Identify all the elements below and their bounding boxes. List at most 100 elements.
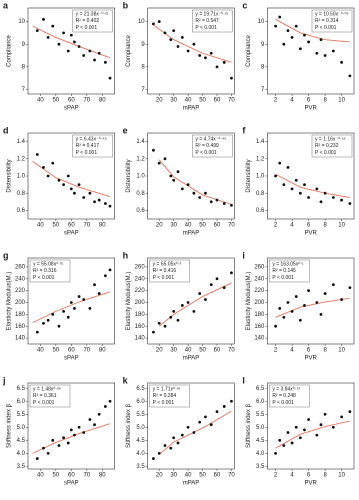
x-tick-label: 40	[37, 473, 44, 479]
x-axis-label: mPAP	[183, 356, 200, 362]
data-point	[73, 40, 76, 44]
fit-curve	[275, 18, 350, 43]
fit-curve	[32, 161, 111, 198]
data-point	[82, 196, 86, 199]
data-point	[230, 271, 233, 275]
data-point	[57, 42, 61, 46]
data-point	[82, 431, 86, 434]
x-tick-label: 30	[170, 98, 177, 104]
data-point	[192, 191, 196, 195]
x-tick-label: 60	[68, 348, 75, 354]
data-point	[180, 36, 184, 39]
data-point	[204, 56, 207, 60]
data-point	[286, 166, 290, 169]
x-tick-label: 50	[53, 348, 60, 354]
y-tick-label: 5.0	[17, 425, 26, 431]
annotation-box	[29, 259, 71, 283]
data-point	[57, 178, 61, 182]
data-point	[331, 283, 335, 287]
data-point	[222, 202, 226, 205]
annotation-text: y = 1.48x⁰·²⁸	[33, 386, 61, 392]
x-tick-label: 8	[323, 223, 327, 229]
data-point	[303, 428, 306, 432]
fit-curve	[151, 23, 232, 63]
y-tick-label: 0.8	[136, 191, 145, 197]
x-tick-label: 40	[37, 348, 44, 354]
data-point	[73, 307, 76, 310]
panel-label: k	[123, 375, 129, 385]
annotation-text: P < 0.001	[272, 275, 294, 281]
y-tick-label: 180	[135, 312, 146, 318]
x-tick-label: 6	[307, 473, 311, 479]
data-point	[323, 412, 327, 416]
data-point	[230, 203, 233, 207]
x-tick-label: 70	[228, 98, 235, 104]
panel-label: g	[3, 250, 9, 260]
annotation-box	[269, 259, 310, 283]
x-tick-label: 50	[53, 98, 60, 104]
data-point	[303, 304, 306, 307]
x-axis-label: mPAP	[183, 231, 200, 237]
data-point	[278, 307, 282, 310]
annotation-text: R² = 0.316	[33, 268, 57, 274]
data-point	[230, 76, 233, 80]
y-tick-label: 4.5	[256, 438, 265, 444]
data-point	[163, 157, 167, 161]
y-tick-label: 9	[141, 42, 145, 48]
panel-label: j	[2, 375, 6, 385]
x-tick-label: 6	[307, 98, 311, 104]
y-tick-label: 0.8	[256, 191, 265, 197]
data-point	[62, 183, 65, 187]
x-tick-label: 60	[68, 473, 75, 479]
x-tick-label: 40	[37, 223, 44, 229]
annotation-box	[269, 384, 310, 408]
data-point	[282, 183, 286, 187]
data-point	[186, 425, 190, 429]
data-point	[51, 161, 55, 165]
data-point	[209, 200, 213, 204]
y-tick-label: 140	[15, 336, 26, 342]
data-point	[340, 198, 344, 202]
annotation-box	[311, 9, 353, 33]
y-tick-label: 4.5	[17, 438, 26, 444]
data-point	[103, 60, 107, 64]
y-tick-label: 1.0	[17, 174, 26, 180]
y-axis-label: Compliance	[7, 34, 13, 66]
y-tick-label: 5.5	[136, 412, 145, 418]
data-point	[82, 298, 86, 301]
data-point	[46, 36, 50, 39]
y-axis-label: Distensibility	[126, 159, 132, 192]
data-point	[152, 148, 155, 152]
x-tick-label: 80	[99, 473, 106, 479]
data-point	[307, 40, 311, 44]
x-tick-label: 20	[156, 98, 163, 104]
x-tick-label: 60	[68, 223, 75, 229]
annotation-text: R² = 0.547	[195, 18, 219, 24]
annotation-box	[72, 134, 113, 158]
x-tick-label: 70	[228, 473, 235, 479]
x-tick-label: 4	[290, 473, 294, 479]
data-point	[323, 191, 327, 195]
y-tick-label: 220	[135, 288, 146, 294]
data-point	[77, 295, 81, 298]
annotation-text: P < 0.001	[33, 275, 55, 281]
data-point	[315, 301, 319, 304]
panel-label: a	[3, 0, 9, 10]
data-point	[66, 315, 70, 319]
annotation-box	[72, 9, 113, 33]
data-point	[93, 58, 96, 62]
data-point	[282, 315, 286, 319]
y-axis-label: Distensibility	[7, 159, 13, 192]
x-tick-label: 60	[214, 473, 221, 479]
data-point	[69, 301, 73, 304]
data-point	[42, 446, 45, 450]
y-tick-label: 8	[22, 64, 26, 70]
data-point	[209, 423, 213, 427]
x-tick-label: 30	[170, 223, 177, 229]
annotation-text: R² = 0.384	[153, 393, 177, 399]
annotation-box	[149, 259, 190, 283]
data-point	[163, 31, 167, 35]
data-point	[286, 431, 290, 434]
x-tick-label: 10	[338, 98, 345, 104]
